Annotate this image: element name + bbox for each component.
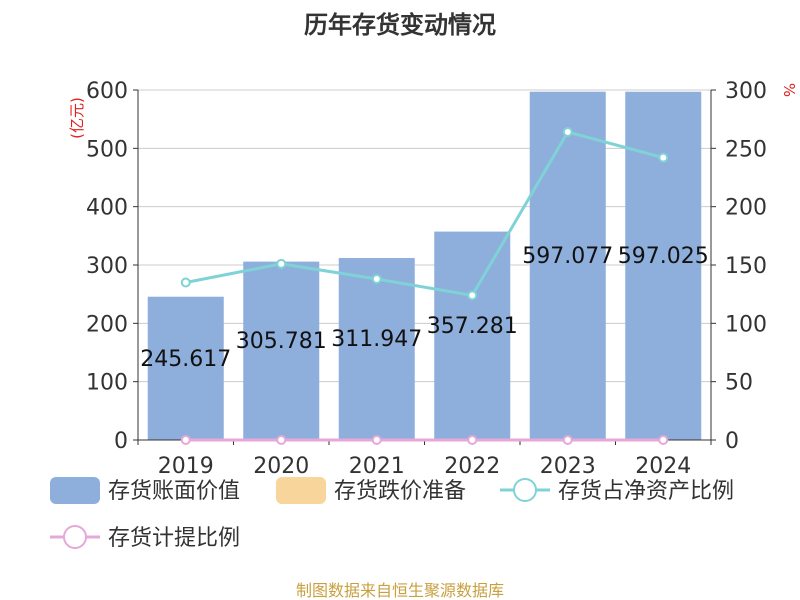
left-tick-label: 0 <box>114 429 128 454</box>
legend-label: 存货跌价准备 <box>334 479 466 504</box>
right-tick-label: 300 <box>725 79 767 104</box>
data-label: 311.947 <box>331 327 422 352</box>
right-tick-label: 0 <box>725 429 739 454</box>
point-share-of-net-assets <box>467 290 478 301</box>
x-tick-label: 2022 <box>444 454 500 479</box>
right-tick-label: 250 <box>725 137 767 162</box>
x-tick-label: 2020 <box>253 454 309 479</box>
x-tick-label: 2019 <box>158 454 214 479</box>
gridlines <box>138 89 711 441</box>
left-tick-label: 500 <box>86 137 128 162</box>
legend-label: 存货计提比例 <box>108 526 240 551</box>
right-tick-label: 50 <box>725 371 753 396</box>
legend-marker <box>63 525 87 549</box>
point-provision-ratio <box>562 435 573 445</box>
data-label: 357.281 <box>427 314 518 339</box>
right-axis-unit: % <box>780 83 798 97</box>
bar-inventory-book-value <box>243 261 320 440</box>
right-tick-label: 200 <box>725 196 767 221</box>
bars <box>147 91 702 441</box>
legend-swatch <box>50 477 100 504</box>
left-tick-label: 100 <box>86 371 128 396</box>
point-provision-ratio <box>467 435 478 445</box>
chart-title: 历年存货变动情况 <box>304 11 496 39</box>
right-tick-label: 100 <box>725 312 767 337</box>
legend-swatch <box>276 477 326 504</box>
point-provision-ratio <box>276 435 287 445</box>
bar-inventory-book-value <box>338 258 415 440</box>
line-share-of-net-assets <box>185 130 664 297</box>
x-tick-label: 2021 <box>349 454 405 479</box>
bar-inventory-book-value <box>434 231 511 440</box>
point-share-of-net-assets <box>658 152 669 163</box>
left-tick-label: 200 <box>86 312 128 337</box>
left-axis-unit: (亿元) <box>68 97 86 139</box>
lines <box>180 127 669 445</box>
left-tick-label: 600 <box>86 79 128 104</box>
source-note: 制图数据来自恒生聚源数据库 <box>296 581 504 600</box>
point-provision-ratio <box>371 435 382 445</box>
axes: 0 100 200 300 400 500 600 0 50 100 150 200 250 300 201… <box>86 79 767 479</box>
bar-inventory-book-value <box>147 296 224 440</box>
data-label: 245.617 <box>140 347 231 372</box>
data-label: 305.781 <box>236 329 327 354</box>
point-share-of-net-assets <box>562 127 573 137</box>
point-share-of-net-assets <box>180 277 191 288</box>
bar-inventory-book-value <box>529 91 606 441</box>
right-tick-label: 150 <box>725 254 767 279</box>
legend-label: 存货账面价值 <box>108 479 240 504</box>
point-provision-ratio <box>180 435 191 445</box>
legend-marker <box>513 478 537 502</box>
left-tick-label: 300 <box>86 254 128 279</box>
x-tick-label: 2023 <box>540 454 596 479</box>
point-share-of-net-assets <box>371 274 382 284</box>
legend-label: 存货占净资产比例 <box>558 479 734 504</box>
data-label: 597.077 <box>522 244 613 269</box>
point-share-of-net-assets <box>276 258 287 269</box>
x-tick-label: 2024 <box>635 454 691 479</box>
data-label: 597.025 <box>618 244 709 269</box>
point-provision-ratio <box>658 435 669 445</box>
left-tick-label: 400 <box>86 196 128 221</box>
